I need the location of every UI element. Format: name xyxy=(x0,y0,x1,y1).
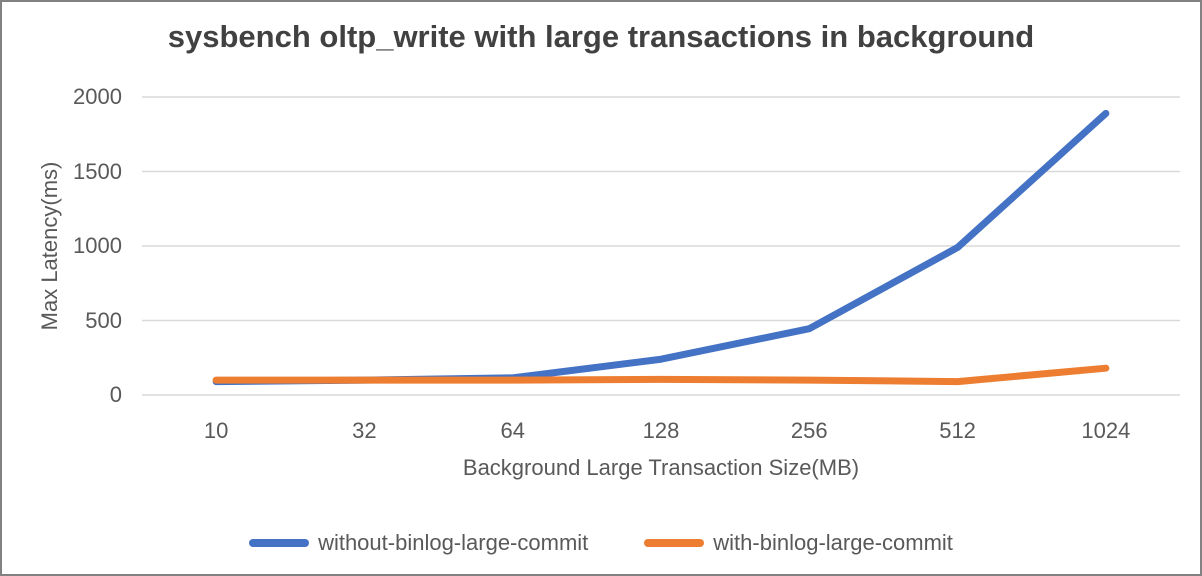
series-line-with-binlog-large-commit xyxy=(212,364,1110,386)
legend-label: without-binlog-large-commit xyxy=(318,530,589,555)
x-tick-label: 256 xyxy=(790,418,828,443)
x-tick-label: 512 xyxy=(939,418,976,443)
x-axis-title: Background Large Transaction Size(MB) xyxy=(462,455,860,480)
y-tick-label: 1500 xyxy=(73,158,122,184)
legend-marker-icon xyxy=(644,539,705,547)
legend-item-without-binlog-large-commit: without-binlog-large-commit xyxy=(249,530,588,556)
x-tick-label: 32 xyxy=(352,418,377,443)
y-tick-label: 500 xyxy=(85,307,122,333)
x-tick-label: 64 xyxy=(500,418,525,443)
legend: without-binlog-large-commit with-binlog-l… xyxy=(2,530,1200,556)
legend-marker-icon xyxy=(249,539,310,547)
series-line-without-binlog-large-commit xyxy=(212,109,1110,386)
x-tick-label: 10 xyxy=(203,418,229,443)
chart-title: sysbench oltp_write with large transacti… xyxy=(167,19,1035,54)
legend-item-with-binlog-large-commit: with-binlog-large-commit xyxy=(644,530,953,556)
x-tick-label: 1024 xyxy=(1081,418,1131,443)
y-tick-label: 2000 xyxy=(73,84,122,109)
y-axis-title: Max Latency(ms) xyxy=(37,161,62,331)
legend-label: with-binlog-large-commit xyxy=(713,530,953,555)
y-tick-label: 1000 xyxy=(73,233,122,258)
y-tick-label: 0 xyxy=(109,382,122,407)
x-tick-label: 128 xyxy=(642,418,680,443)
